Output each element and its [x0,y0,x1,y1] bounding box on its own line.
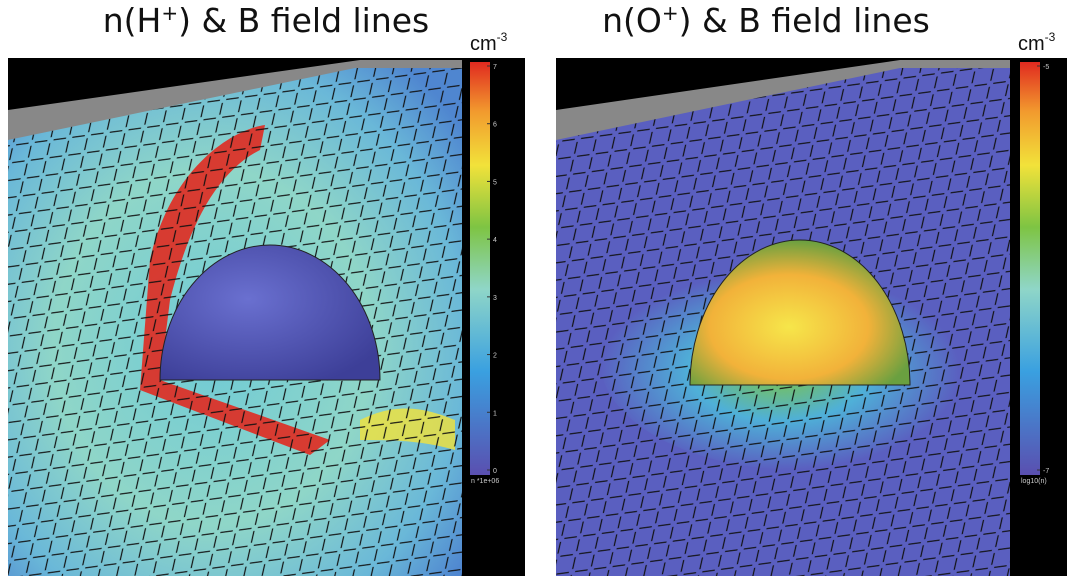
colorbar-tick-label: 0 [493,468,497,475]
colorbar-footer: n *1e+06 [471,478,499,485]
unit-label: cm-3 [1018,30,1056,55]
unit-label: cm-3 [470,30,508,55]
colorbar-tick-label: 6 [493,122,497,129]
colorbar [470,62,490,475]
colorbar-tick-label: 2 [493,353,497,360]
planet-dome [159,244,381,381]
colorbar-tick-label: 3 [493,295,497,302]
colorbar-tick-label: 1 [493,410,497,417]
panel-left: n *1e+06 n(H+) & B field lines cm-3 [8,1,525,576]
panel-title: n(O+) & B field lines [602,1,930,40]
panel-right: log10(n) n(O+) & B field lines cm-3 [556,1,1067,576]
colorbar-tick-label: -7 [1043,468,1049,475]
colorbar [1020,62,1040,475]
colorbar-tick-label: -5 [1043,64,1049,71]
colorbar-tick-label: 7 [493,64,497,71]
colorbar-footer: log10(n) [1021,478,1047,485]
planet-dome [689,239,911,386]
colorbar-tick-label: 4 [493,237,497,244]
colorbar-tick-label: 5 [493,179,497,186]
panel-title: n(H+) & B field lines [103,1,430,40]
